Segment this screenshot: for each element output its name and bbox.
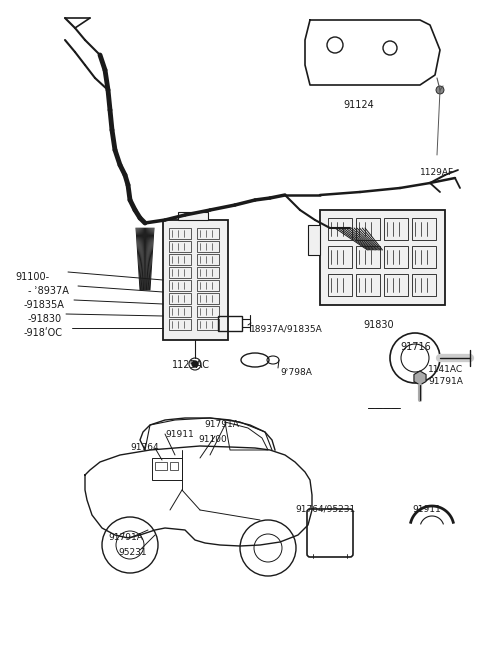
Text: -918ʹOC: -918ʹOC	[24, 328, 63, 338]
Text: 91100: 91100	[198, 435, 227, 444]
FancyBboxPatch shape	[178, 212, 208, 220]
Text: 91100-: 91100-	[15, 272, 49, 282]
Text: 91791A: 91791A	[204, 420, 239, 429]
Text: 91791A: 91791A	[108, 533, 143, 542]
Text: 91764: 91764	[130, 443, 158, 452]
Text: 95231: 95231	[118, 548, 146, 557]
Text: 91716: 91716	[400, 342, 431, 352]
Text: 1141AC: 1141AC	[428, 365, 463, 374]
Text: 1125AC: 1125AC	[172, 360, 210, 370]
FancyBboxPatch shape	[308, 225, 320, 255]
Text: 91830: 91830	[363, 320, 394, 330]
Text: 91791A: 91791A	[428, 377, 463, 386]
Text: -91830: -91830	[28, 314, 62, 324]
Polygon shape	[414, 371, 426, 385]
Circle shape	[436, 86, 444, 94]
Text: 91911: 91911	[165, 430, 194, 439]
Text: - ʾ8937A: - ʾ8937A	[28, 286, 69, 296]
Circle shape	[192, 361, 198, 367]
Text: 91911: 91911	[412, 505, 441, 514]
FancyBboxPatch shape	[163, 220, 228, 340]
FancyBboxPatch shape	[320, 210, 445, 305]
Text: 91764/95231: 91764/95231	[295, 505, 355, 514]
Text: 9ʾ798A: 9ʾ798A	[280, 368, 312, 377]
Text: 1129AF: 1129AF	[420, 168, 454, 177]
Text: 18937A/91835A: 18937A/91835A	[250, 325, 323, 334]
Text: -91835A: -91835A	[24, 300, 65, 310]
Text: 91124: 91124	[343, 100, 374, 110]
